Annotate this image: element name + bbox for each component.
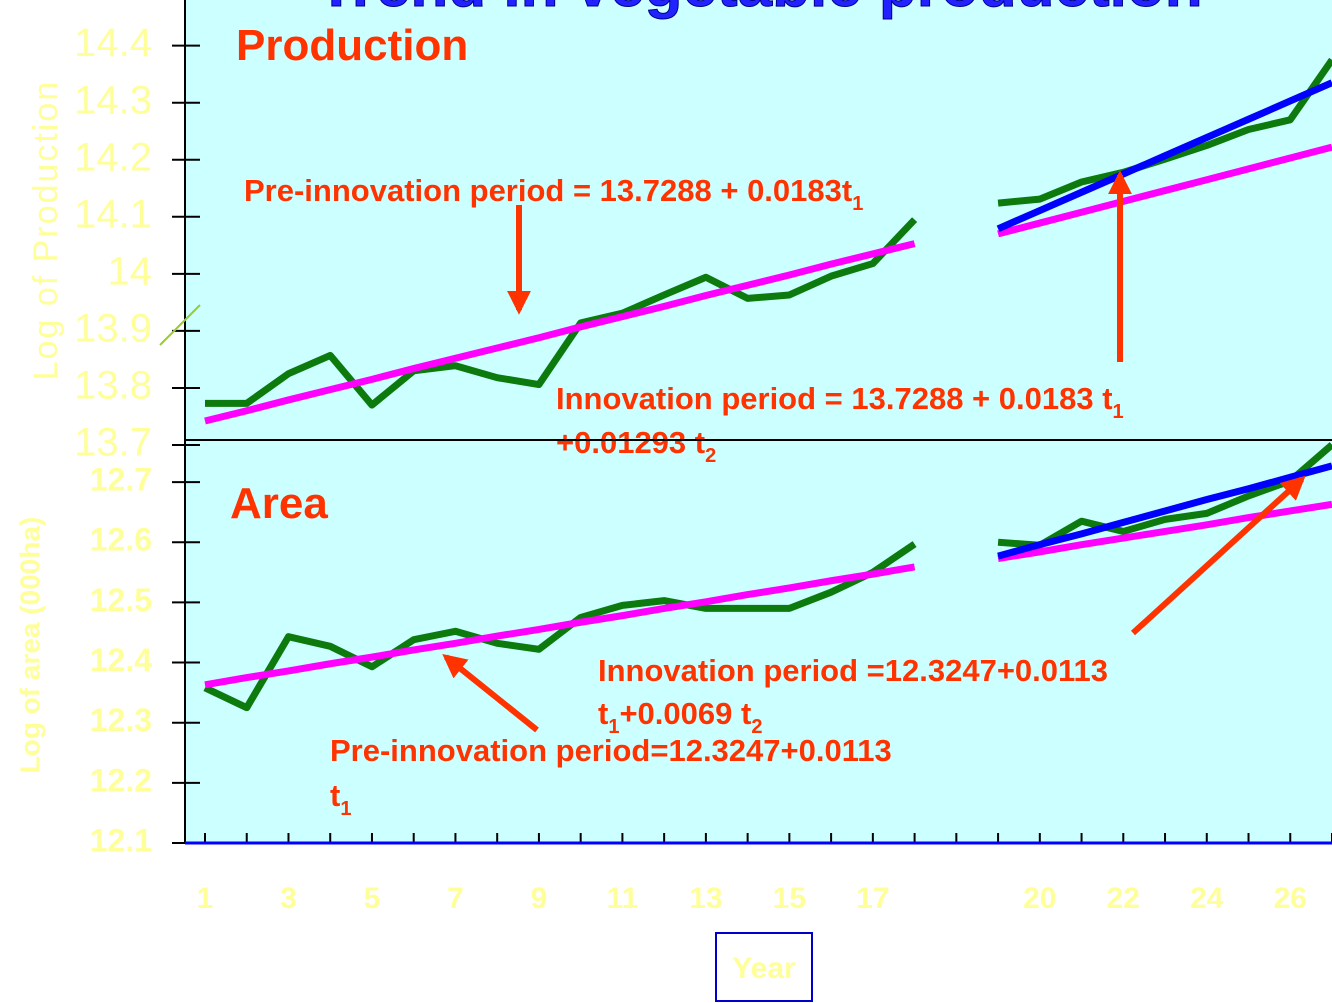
annotation-text: t [330, 778, 340, 813]
annotation-text: Pre-innovation period = 13.7288 + 0.0183… [244, 173, 852, 208]
x-tick-label: 20 [1023, 882, 1056, 915]
y-tick-label: 12.3 [90, 702, 152, 738]
x-tick-label: 22 [1107, 882, 1140, 915]
subscript: 1 [340, 798, 351, 820]
x-tick-label: 26 [1274, 882, 1307, 915]
y-tick-label: 14.2 [74, 135, 152, 179]
x-axis-label: Year [732, 952, 796, 985]
x-tick-label: 17 [856, 882, 889, 915]
panel-label: Area [230, 479, 328, 528]
panel-label: Production [236, 21, 468, 70]
x-tick-label: 11 [607, 882, 639, 915]
data-line [204, 500, 1332, 689]
arrow [1130, 475, 1306, 636]
subscript: 1 [608, 716, 619, 738]
annotation: Pre-innovation period=12.3247+0.0113 [330, 733, 892, 768]
chart-title: Trend in vegetable production [317, 0, 1202, 20]
decoration [159, 304, 201, 346]
y-tick-label: 12.4 [90, 642, 152, 678]
y-tick-label: 12.1 [90, 822, 152, 858]
annotation: t1+0.0069 t2 [598, 696, 762, 738]
data-line [997, 462, 1332, 560]
x-tick-label: 15 [773, 882, 806, 915]
y-axis-label: Log of Production [27, 80, 65, 381]
x-tick-label: 24 [1190, 882, 1224, 915]
x-label-box [715, 932, 813, 1002]
y-tick-label: 12.5 [90, 582, 152, 618]
annotation-text: Pre-innovation period=12.3247+0.0113 [330, 733, 892, 768]
annotation: Innovation period = 13.7288 + 0.0183 t1 [556, 381, 1124, 423]
arrows [442, 170, 1306, 733]
annotation: Innovation period =12.3247+0.0113 [598, 653, 1108, 688]
data-line [996, 79, 1332, 232]
annotation-text: +0.01293 t [556, 425, 705, 460]
plot-background [185, 0, 1332, 843]
x-tick-label: 3 [280, 882, 297, 915]
annotation-text: Innovation period =12.3247+0.0113 [598, 653, 1108, 688]
y-tick-label: 13.9 [74, 306, 152, 350]
y-tick-label: 14.4 [74, 21, 152, 65]
y-tick-label: 13.8 [74, 364, 152, 408]
x-tick-label: 13 [689, 882, 722, 915]
plot: 1 3 5 7 9 11 13 15 17 20 22 24 2613.713.813.91414.11… [74, 21, 1332, 915]
y-axis-label: Log of area (000ha) [14, 517, 45, 774]
subscript: 1 [852, 193, 863, 215]
annotation-text: +0.0069 t [619, 696, 751, 731]
y-tick-label: 12.6 [90, 522, 152, 558]
y-tick-label: 14 [108, 249, 153, 293]
y-tick-label: 14.1 [74, 192, 152, 236]
arrow [442, 653, 539, 733]
x-tick-label: 5 [364, 882, 381, 915]
y-tick-label: 14.3 [74, 78, 152, 122]
data-line [204, 143, 1332, 425]
data-line [203, 442, 1332, 712]
annotation-text: t [598, 696, 608, 731]
annotation: t1 [330, 778, 351, 820]
y-tick-label: 12.2 [90, 762, 152, 798]
annotation: +0.01293 t2 [556, 425, 716, 467]
annotation-text: Innovation period = 13.7288 + 0.0183 t [556, 381, 1113, 416]
subscript: 1 [1113, 401, 1124, 423]
x-tick-label: 1 [197, 882, 214, 915]
subscript: 2 [705, 445, 716, 467]
y-tick-label: 12.7 [90, 462, 152, 498]
annotation: Pre-innovation period = 13.7288 + 0.0183… [244, 173, 863, 215]
y-tick-label: 13.7 [74, 421, 152, 465]
x-tick-label: 9 [531, 882, 548, 915]
x-tick-label: 7 [447, 882, 464, 915]
subscript: 2 [751, 716, 762, 738]
